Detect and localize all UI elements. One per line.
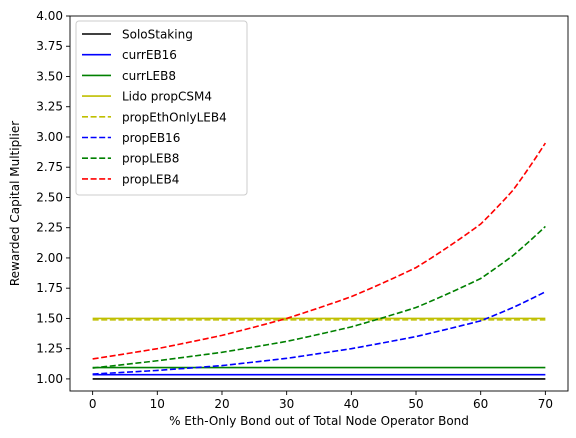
y-tick-label: 3.75	[36, 39, 63, 53]
y-tick-label: 2.25	[36, 221, 63, 235]
x-tick-label: 0	[89, 397, 97, 411]
y-tick-label: 1.50	[36, 311, 63, 325]
x-axis-label: % Eth-Only Bond out of Total Node Operat…	[169, 414, 469, 428]
y-tick-label: 1.00	[36, 372, 63, 386]
y-tick-label: 3.50	[36, 69, 63, 83]
series-line-propleb8	[92, 225, 546, 369]
y-axis-ticks: 1.00 1.25 1.50 1.75 2.00 2.25 2.50 2.75 3.00 3.25…	[36, 9, 70, 386]
legend: SoloStaking currEB16 currLEB8 Lido propCSM4…	[75, 20, 248, 196]
x-tick-label: 30	[279, 397, 294, 411]
y-tick-label: 3.00	[36, 130, 63, 144]
y-tick-label: 1.25	[36, 342, 63, 356]
y-tick-label: 2.00	[36, 251, 63, 265]
legend-label: propLEB4	[122, 172, 179, 186]
y-tick-label: 4.00	[36, 9, 63, 23]
legend-label: propEthOnlyLEB4	[122, 110, 227, 124]
legend-label: Lido propCSM4	[122, 90, 212, 104]
y-tick-label: 2.75	[36, 160, 63, 174]
legend-label: propEB16	[122, 131, 180, 145]
series-line-propeb16	[92, 291, 546, 375]
legend-label: currEB16	[122, 48, 177, 62]
x-tick-label: 60	[473, 397, 488, 411]
legend-box	[75, 20, 248, 196]
legend-label: propLEB8	[122, 152, 179, 166]
series-line-propleb4	[92, 142, 547, 360]
plot-frame	[69, 15, 569, 392]
y-tick-label: 1.75	[36, 281, 63, 295]
x-tick-label: 10	[150, 397, 165, 411]
legend-label: currLEB8	[122, 69, 176, 83]
legend-label: SoloStaking	[122, 28, 193, 42]
x-tick-label: 40	[344, 397, 359, 411]
y-tick-label: 2.50	[36, 190, 63, 204]
y-axis-label: Rewarded Capital Multiplier	[8, 121, 22, 286]
y-tick-label: 3.25	[36, 100, 63, 114]
x-tick-label: 20	[214, 397, 229, 411]
series-layer	[92, 142, 547, 380]
x-axis-ticks: 0 10 20 30 40 50 60 70	[89, 391, 553, 411]
x-tick-label: 70	[538, 397, 553, 411]
x-tick-label: 50	[408, 397, 423, 411]
